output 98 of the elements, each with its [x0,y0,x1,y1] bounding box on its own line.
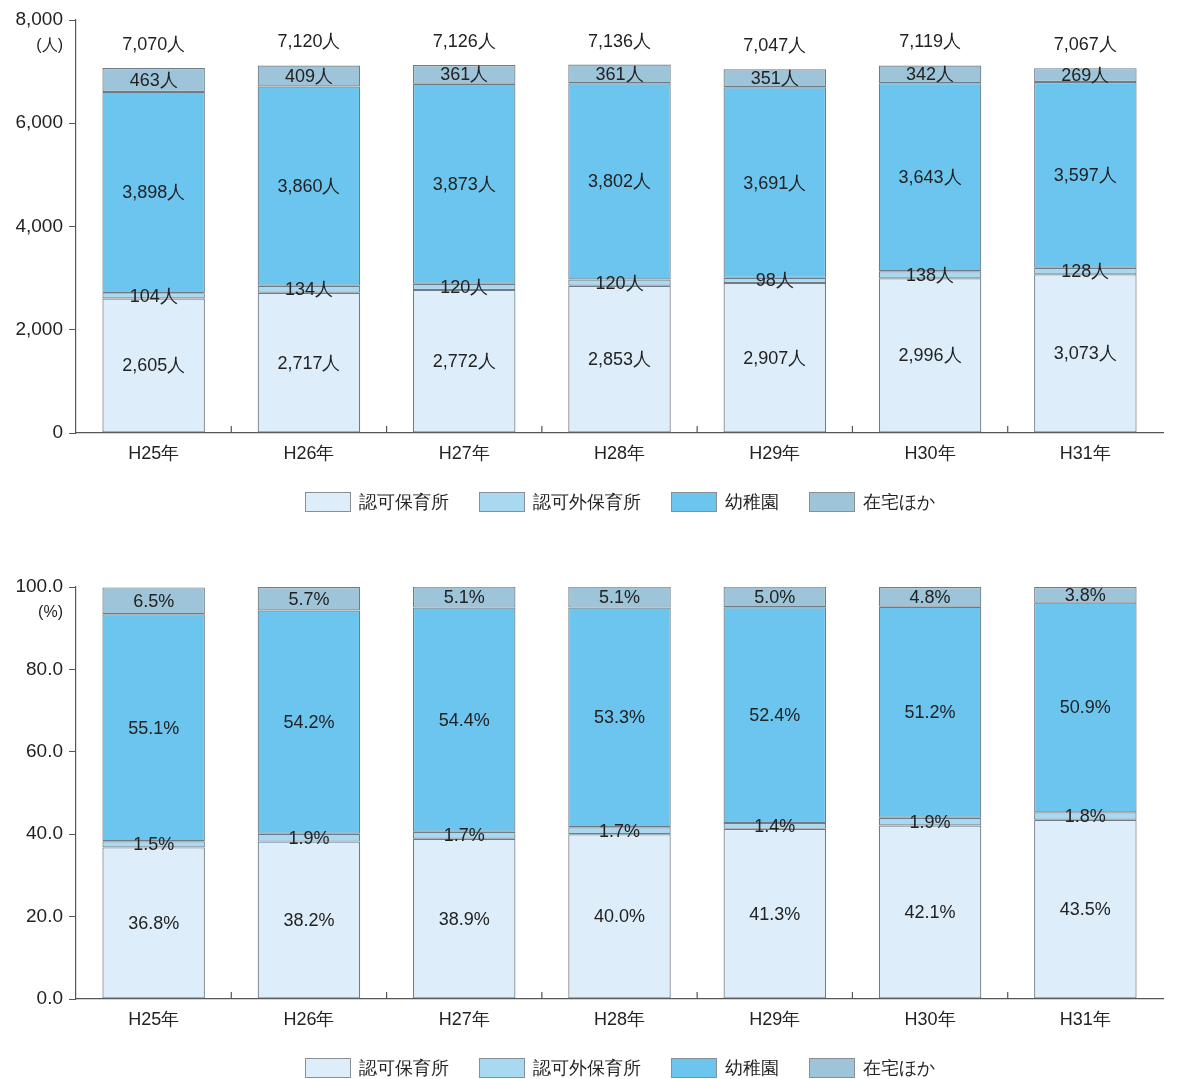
data-label: 361人 [440,64,489,85]
data-label: 5.1% [443,587,485,608]
data-label: 1.8% [1064,806,1106,827]
y-tick-label: 8,000 [15,8,63,30]
x-tick-label: H26年 [283,442,335,463]
total-label: 7,047人 [743,35,807,56]
y-tick-label: 100.0 [15,575,63,597]
y-tick-label: 40.0 [26,822,63,844]
total-label: 7,067人 [1053,34,1117,55]
y-tick-label: 80.0 [26,657,63,679]
data-label: 2,772人 [432,351,496,372]
total-label: 7,119人 [899,31,961,52]
data-label: 36.8% [128,912,180,933]
data-label: 2,996人 [898,345,962,366]
data-label: 3,691人 [743,172,807,193]
x-tick-label: H30年 [904,1008,956,1029]
x-tick-label: H27年 [438,442,490,463]
x-tick-label: H30年 [904,442,956,463]
legend-label: 認可保育所 [359,491,449,513]
x-tick-label: H26年 [283,1008,335,1029]
x-tick-label: H28年 [593,442,646,463]
data-label: 409人 [284,65,333,86]
data-label: 98人 [755,270,794,291]
legend-label: 幼稚園 [725,1057,779,1079]
data-label: 3,073人 [1053,343,1117,364]
data-label: 3,898人 [122,182,186,203]
data-label: 351人 [750,68,799,89]
legend-label: 認可保育所 [359,1057,449,1079]
data-label: 53.3% [593,707,646,728]
total-label: 7,070人 [122,33,186,54]
data-label: 3,860人 [277,176,341,197]
x-tick-label: H25年 [128,442,180,463]
data-label: 1.7% [598,820,641,841]
data-label: 2,717人 [277,352,341,373]
y-tick-label: 60.0 [26,740,63,762]
x-tick-label: H31年 [1059,1008,1111,1029]
data-label: 38.2% [283,910,335,931]
data-label: 2,907人 [743,347,807,368]
data-label: 51.2% [904,702,956,723]
data-label: 4.8% [909,586,951,607]
data-label: 3.8% [1064,584,1106,605]
data-label: 1.5% [133,834,175,855]
x-tick-label: H25年 [128,1008,180,1029]
legend-label: 認可外保育所 [533,491,641,513]
data-label: 104人 [129,285,178,306]
data-label: 342人 [906,64,955,85]
data-label: 134人 [284,279,333,300]
data-label: 1.7% [443,825,485,846]
data-label: 3,643人 [898,167,962,188]
legend-label: 在宅ほか [863,491,935,513]
data-label: 43.5% [1059,899,1111,920]
data-label: 6.5% [133,590,175,611]
total-label: 7,126人 [432,31,496,52]
data-label: 50.9% [1059,697,1111,718]
data-label: 38.9% [438,908,490,929]
y-tick-label: 2,000 [15,317,63,339]
data-label: 3,802人 [587,171,652,192]
data-label: 128人 [1061,261,1110,282]
y-tick-label: 0.0 [36,987,63,1009]
data-label: 5.0% [754,587,796,608]
x-tick-label: H28年 [593,1008,646,1029]
y-tick-label: 20.0 [26,904,63,926]
data-label: 1.9% [288,827,330,848]
y-tick-label: 0 [52,421,63,443]
data-label: 120人 [595,272,644,293]
data-label: 5.1% [598,587,641,608]
x-tick-label: H27年 [438,1008,490,1029]
data-label: 41.3% [749,903,801,924]
data-label: 5.7% [288,588,330,609]
legend-label: 認可外保育所 [533,1057,641,1079]
data-label: 1.4% [754,815,796,836]
data-label: 54.2% [283,712,335,733]
data-label: 3,597人 [1053,164,1117,185]
data-label: 42.1% [904,901,956,922]
data-label: 40.0% [593,906,646,927]
data-label: 2,853人 [587,349,652,370]
data-label: 361人 [595,63,644,84]
y-axis-title: (人) [36,36,63,54]
total-label: 7,120人 [277,31,341,52]
total-label: 7,136人 [587,30,652,51]
x-tick-label: H31年 [1059,442,1111,463]
data-label: 138人 [906,264,955,285]
data-label: 269人 [1061,65,1110,86]
x-tick-label: H29年 [749,1008,801,1029]
x-tick-label: H29年 [749,442,801,463]
legend-label: 在宅ほか [863,1057,935,1079]
data-label: 55.1% [128,717,180,738]
data-label: 2,605人 [122,355,186,376]
data-label: 1.9% [909,811,951,832]
data-label: 54.4% [438,709,490,730]
data-label: 3,873人 [432,173,496,194]
data-label: 52.4% [749,705,801,726]
y-tick-label: 4,000 [15,214,63,236]
data-label: 463人 [129,69,178,90]
data-label: 120人 [440,276,489,297]
legend-label: 幼稚園 [725,491,779,513]
y-axis-title: (%) [38,603,63,621]
y-tick-label: 6,000 [15,111,63,133]
